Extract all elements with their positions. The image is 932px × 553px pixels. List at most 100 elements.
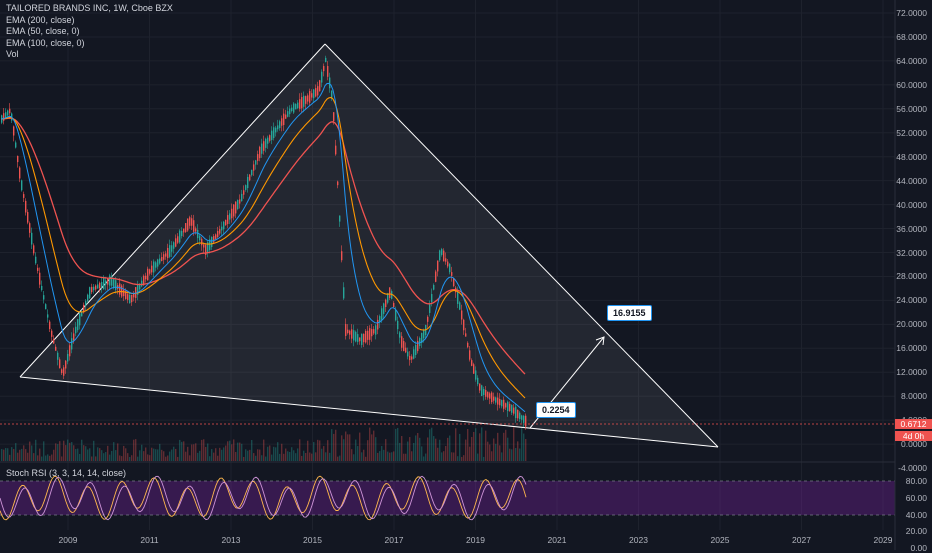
volume-bar xyxy=(395,428,397,461)
volume-bar xyxy=(231,444,233,461)
candle-body xyxy=(255,160,257,165)
volume-bar xyxy=(159,443,161,461)
volume-bar xyxy=(7,448,9,461)
volume-bar xyxy=(127,453,129,461)
volume-bar xyxy=(509,448,511,461)
volume-bar xyxy=(375,437,377,461)
candle-body xyxy=(13,126,15,136)
candle-body xyxy=(363,333,365,343)
volume-bar xyxy=(269,445,271,461)
volume-bar xyxy=(383,449,385,461)
ema-50-label[interactable]: EMA (50, close, 0) xyxy=(6,26,80,37)
volume-bar xyxy=(181,441,183,461)
candle-body xyxy=(21,180,23,191)
candle-body xyxy=(437,260,439,272)
volume-bar xyxy=(463,455,465,461)
volume-bar xyxy=(59,441,61,461)
volume-bar xyxy=(427,437,429,461)
volume-bar xyxy=(477,453,479,461)
volume-bar xyxy=(501,452,503,461)
candle-body xyxy=(457,292,459,304)
candle-body xyxy=(463,319,465,331)
volume-bar xyxy=(519,448,521,461)
candle-body xyxy=(465,333,467,337)
candle-body xyxy=(353,330,355,341)
triangle-pattern-drawing[interactable] xyxy=(19,43,719,448)
volume-bar xyxy=(273,446,275,461)
candle-body xyxy=(181,230,183,237)
volume-bar xyxy=(415,435,417,461)
volume-bar xyxy=(319,440,321,461)
candle-body xyxy=(295,104,297,110)
volume-bar xyxy=(293,450,295,461)
candle-body xyxy=(415,345,417,355)
volume-bar xyxy=(403,453,405,461)
candle-body xyxy=(515,406,517,419)
candle-body xyxy=(7,110,9,116)
bar-countdown-badge: 4d 0h xyxy=(895,431,932,441)
candle-body xyxy=(351,329,353,339)
volume-bar xyxy=(523,433,525,461)
price-tick-label: 48.0000 xyxy=(896,151,927,162)
volume-bar xyxy=(217,455,219,461)
candle-body xyxy=(379,316,381,323)
volume-bar xyxy=(253,453,255,461)
candle-body xyxy=(503,399,505,409)
volume-bar xyxy=(27,452,29,461)
candle-body xyxy=(273,127,275,139)
candle-body xyxy=(387,293,389,303)
candle-body xyxy=(451,272,453,276)
volume-bar xyxy=(367,440,369,461)
candle-body xyxy=(341,251,343,261)
candle-body xyxy=(395,309,397,321)
volume-bar xyxy=(125,448,127,461)
ema-100-label[interactable]: EMA (100, close, 0) xyxy=(6,37,85,48)
candle-body xyxy=(491,392,493,403)
candle-body xyxy=(423,329,425,339)
volume-bar xyxy=(41,456,43,461)
target-price-callout[interactable]: 16.9155 xyxy=(607,305,652,321)
volume-bar xyxy=(347,434,349,461)
candle-body xyxy=(305,96,307,104)
candle-body xyxy=(327,66,329,77)
volume-bar xyxy=(443,451,445,461)
symbol-title[interactable]: TAILORED BRANDS INC, 1W, Cboe BZX xyxy=(6,3,173,13)
candle-body xyxy=(371,329,373,337)
candle-body xyxy=(151,265,153,273)
candle-body xyxy=(347,329,349,333)
volume-bar xyxy=(343,439,345,461)
candle-body xyxy=(267,137,269,144)
volume-bar xyxy=(169,451,171,461)
volume-bar xyxy=(275,447,277,461)
candle-body xyxy=(63,367,65,376)
volume-bar xyxy=(89,448,91,461)
low-price-callout[interactable]: 0.2254 xyxy=(536,402,576,418)
current-price-badge: 0.6712 xyxy=(895,419,932,429)
stoch-rsi-label[interactable]: Stoch RSI (3, 3, 14, 14, close) xyxy=(6,468,127,478)
candle-body xyxy=(253,164,255,171)
volume-bar xyxy=(93,440,95,461)
candle-body xyxy=(469,350,471,360)
candle-body xyxy=(445,258,447,262)
candlestick-series[interactable] xyxy=(1,55,527,430)
volume-bar xyxy=(431,427,433,461)
candle-body xyxy=(115,280,117,290)
volume-bar xyxy=(173,446,175,461)
ema-200-label[interactable]: EMA (200, close) xyxy=(6,14,75,25)
candle-body xyxy=(25,200,27,213)
candle-body xyxy=(103,277,105,290)
candle-body xyxy=(299,99,301,109)
volume-label[interactable]: Vol xyxy=(6,49,19,60)
volume-bar xyxy=(167,455,169,461)
candle-body xyxy=(173,242,175,249)
candle-body xyxy=(157,259,159,267)
volume-bar xyxy=(111,450,113,461)
volume-bar xyxy=(197,452,199,461)
candle-body xyxy=(447,261,449,267)
volume-bar xyxy=(203,439,205,461)
volume-bar xyxy=(483,456,485,461)
volume-bar xyxy=(491,451,493,461)
volume-bar xyxy=(405,453,407,461)
volume-bar xyxy=(411,451,413,461)
